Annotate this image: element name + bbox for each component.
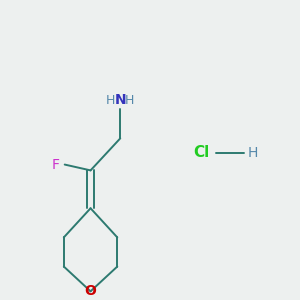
Text: F: F [51, 158, 59, 172]
Text: O: O [85, 284, 97, 298]
Text: N: N [115, 93, 126, 107]
Text: Cl: Cl [193, 146, 209, 160]
Text: H: H [106, 94, 116, 107]
Text: H: H [125, 94, 134, 107]
Text: H: H [248, 146, 259, 160]
